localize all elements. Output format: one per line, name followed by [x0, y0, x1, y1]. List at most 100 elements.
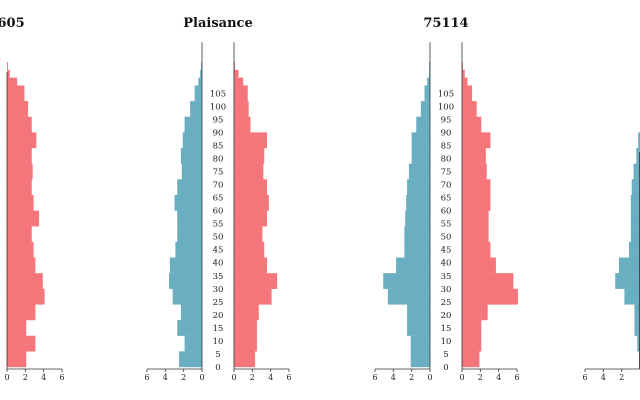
female-bar-age-12: [7, 327, 27, 336]
female-bar-age-84: [462, 140, 491, 149]
age-label: 20: [441, 311, 452, 321]
x-tick-label: 2: [181, 373, 186, 382]
female-bar-age-27: [7, 288, 45, 297]
male-bar-age-48: [630, 234, 640, 243]
male-bar-age-96: [190, 108, 202, 117]
female-bar-age-90: [7, 124, 32, 133]
female-bar-age-57: [7, 210, 40, 219]
female-bar-age-3: [234, 351, 256, 360]
male-bar-age-48: [177, 234, 202, 243]
age-label: 35: [213, 272, 224, 282]
female-bar-age-3: [7, 351, 27, 360]
female-bar-age-9: [7, 335, 36, 344]
male-bar-age-27: [387, 288, 430, 297]
male-bar-age-69: [177, 179, 202, 188]
male-bar-age-60: [406, 202, 430, 211]
age-label: 50: [441, 233, 452, 243]
male-bar-age-69: [631, 179, 640, 188]
female-bar-age-111: [7, 69, 10, 78]
male-bar-age-72: [633, 171, 640, 180]
male-bar-age-9: [637, 335, 640, 344]
female-bar-age-111: [462, 69, 465, 78]
female-bar-age-99: [462, 101, 477, 110]
female-bar-age-96: [234, 108, 249, 117]
female-bar-age-63: [7, 194, 34, 203]
age-label: 90: [213, 128, 224, 138]
age-label: 60: [213, 207, 224, 217]
male-bar-age-48: [404, 234, 430, 243]
age-label: 20: [213, 311, 224, 321]
female-bar-age-45: [234, 241, 265, 250]
female-bar-age-54: [234, 218, 267, 227]
male-bar-age-108: [427, 77, 430, 86]
age-label: 70: [213, 181, 224, 191]
female-bar-age-72: [234, 171, 264, 180]
male-bar-age-15: [634, 320, 640, 329]
male-bar-age-78: [411, 155, 430, 164]
male-bar-age-66: [407, 187, 430, 196]
male-bar-age-27: [624, 288, 640, 297]
male-bar-age-39: [169, 257, 202, 266]
female-bar-age-78: [462, 155, 486, 164]
age-label: 100: [210, 102, 226, 112]
female-bar-age-57: [462, 210, 489, 219]
female-bar-age-60: [7, 202, 34, 211]
age-label: 75: [213, 167, 224, 177]
female-bar-age-81: [462, 148, 486, 156]
x-tick-label: 4: [496, 373, 501, 382]
female-bar-age-111: [234, 69, 239, 78]
male-bar-age-9: [184, 335, 202, 344]
male-bar-age-60: [630, 202, 640, 211]
female-bar-age-102: [462, 93, 473, 102]
age-label: 45: [441, 246, 452, 256]
female-bar-age-39: [7, 257, 36, 266]
female-bar-age-9: [462, 335, 482, 344]
male-bar-age-75: [408, 163, 430, 172]
male-bar-age-93: [416, 116, 430, 125]
female-bar-age-66: [462, 187, 491, 196]
male-bar-age-21: [634, 304, 640, 313]
male-bar-age-30: [383, 280, 430, 289]
female-bar-age-93: [462, 116, 482, 125]
female-bar-age-9: [234, 335, 257, 344]
male-bar-age-33: [383, 273, 430, 282]
age-label: 80: [213, 154, 224, 164]
female-bar-age-108: [7, 77, 18, 86]
age-label: 90: [441, 128, 452, 138]
female-bar-age-87: [234, 132, 267, 141]
female-bar-age-30: [7, 280, 43, 289]
male-bar-age-51: [630, 226, 640, 235]
male-bar-age-30: [615, 280, 640, 289]
male-bar-age-42: [175, 249, 202, 258]
male-bar-age-111: [429, 69, 430, 78]
male-bar-age-72: [408, 171, 430, 180]
female-bar-age-24: [462, 296, 518, 305]
female-bar-age-69: [234, 179, 267, 188]
age-label: 50: [213, 233, 224, 243]
x-tick-label: 6: [59, 373, 64, 382]
male-bar-age-84: [182, 140, 202, 149]
female-bar-age-42: [7, 249, 34, 258]
male-bar-age-30: [169, 280, 202, 289]
female-bar-age-42: [462, 249, 491, 258]
female-bar-age-105: [462, 85, 473, 94]
male-bar-age-21: [407, 304, 430, 313]
female-bar-age-36: [462, 265, 496, 274]
female-bar-age-84: [7, 140, 37, 149]
female-bar-age-33: [462, 273, 514, 282]
male-bar-age-66: [177, 187, 202, 196]
female-bar-age-48: [234, 234, 263, 243]
male-bar-age-6: [410, 343, 430, 352]
male-bar-age-12: [407, 327, 430, 336]
x-tick-label: 4: [163, 373, 168, 382]
female-bar-age-27: [234, 288, 272, 297]
male-bar-age-36: [169, 265, 202, 274]
male-bar-age-90: [416, 124, 430, 133]
male-bar-age-102: [424, 93, 430, 102]
female-bar-age-105: [234, 85, 248, 94]
male-bar-age-45: [404, 241, 430, 250]
male-bar-age-102: [194, 93, 202, 102]
male-bar-age-12: [634, 327, 640, 336]
age-label: 95: [441, 115, 452, 125]
female-bar-age-6: [462, 343, 482, 352]
